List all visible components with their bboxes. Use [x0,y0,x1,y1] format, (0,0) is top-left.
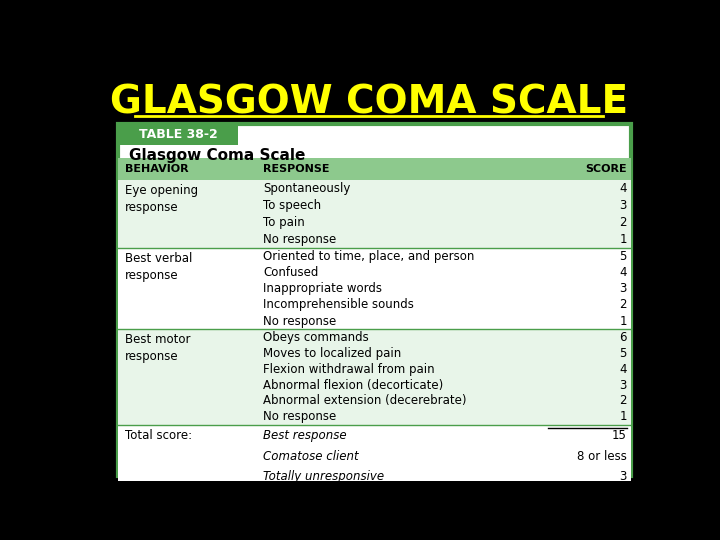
Text: Spontaneously: Spontaneously [263,181,351,194]
Text: 1: 1 [619,315,627,328]
Text: BEHAVIOR: BEHAVIOR [125,164,188,174]
Text: Best response: Best response [263,429,346,442]
Text: 4: 4 [619,266,627,279]
Text: 5: 5 [619,250,627,263]
Text: To pain: To pain [263,216,305,229]
Text: SCORE: SCORE [585,164,627,174]
FancyBboxPatch shape [118,248,631,329]
Text: 5: 5 [619,347,627,360]
Text: No response: No response [263,410,336,423]
Text: No response: No response [263,315,336,328]
Text: 4: 4 [619,362,627,376]
Text: No response: No response [263,233,336,246]
Text: Abnormal flexion (decorticate): Abnormal flexion (decorticate) [263,379,444,392]
Text: TABLE 38-2: TABLE 38-2 [138,128,217,141]
Text: Moves to localized pain: Moves to localized pain [263,347,401,360]
Text: Oriented to time, place, and person: Oriented to time, place, and person [263,250,474,263]
Text: 3: 3 [619,282,627,295]
Text: Abnormal extension (decerebrate): Abnormal extension (decerebrate) [263,395,467,408]
Text: Confused: Confused [263,266,318,279]
Text: 15: 15 [612,429,627,442]
Text: Glasgow Coma Scale: Glasgow Coma Scale [129,148,305,163]
Text: 1: 1 [619,233,627,246]
Text: 3: 3 [619,379,627,392]
FancyBboxPatch shape [118,329,631,425]
Text: To speech: To speech [263,199,321,212]
Text: 4: 4 [619,181,627,194]
Text: 8 or less: 8 or less [577,450,627,463]
Text: 2: 2 [619,299,627,312]
Text: Best motor
response: Best motor response [125,333,190,363]
FancyBboxPatch shape [118,158,631,180]
Text: Inappropriate words: Inappropriate words [263,282,382,295]
Text: Total score:: Total score: [125,429,192,442]
Text: Best verbal
response: Best verbal response [125,252,192,282]
Text: 3: 3 [619,199,627,212]
Text: Flexion withdrawal from pain: Flexion withdrawal from pain [263,362,435,376]
FancyBboxPatch shape [118,124,631,476]
Text: 1: 1 [619,410,627,423]
FancyBboxPatch shape [118,180,631,248]
FancyBboxPatch shape [118,124,238,145]
Text: 3: 3 [619,470,627,483]
Text: Incomprehensible sounds: Incomprehensible sounds [263,299,414,312]
Text: 6: 6 [619,330,627,344]
Text: Comatose client: Comatose client [263,450,359,463]
Text: 2: 2 [619,216,627,229]
Text: RESPONSE: RESPONSE [263,164,330,174]
Text: GLASGOW COMA SCALE: GLASGOW COMA SCALE [110,84,628,122]
Text: 2: 2 [619,395,627,408]
Text: Obeys commands: Obeys commands [263,330,369,344]
Text: Eye opening
response: Eye opening response [125,184,198,214]
Text: Totally unresponsive: Totally unresponsive [263,470,384,483]
FancyBboxPatch shape [118,425,631,487]
